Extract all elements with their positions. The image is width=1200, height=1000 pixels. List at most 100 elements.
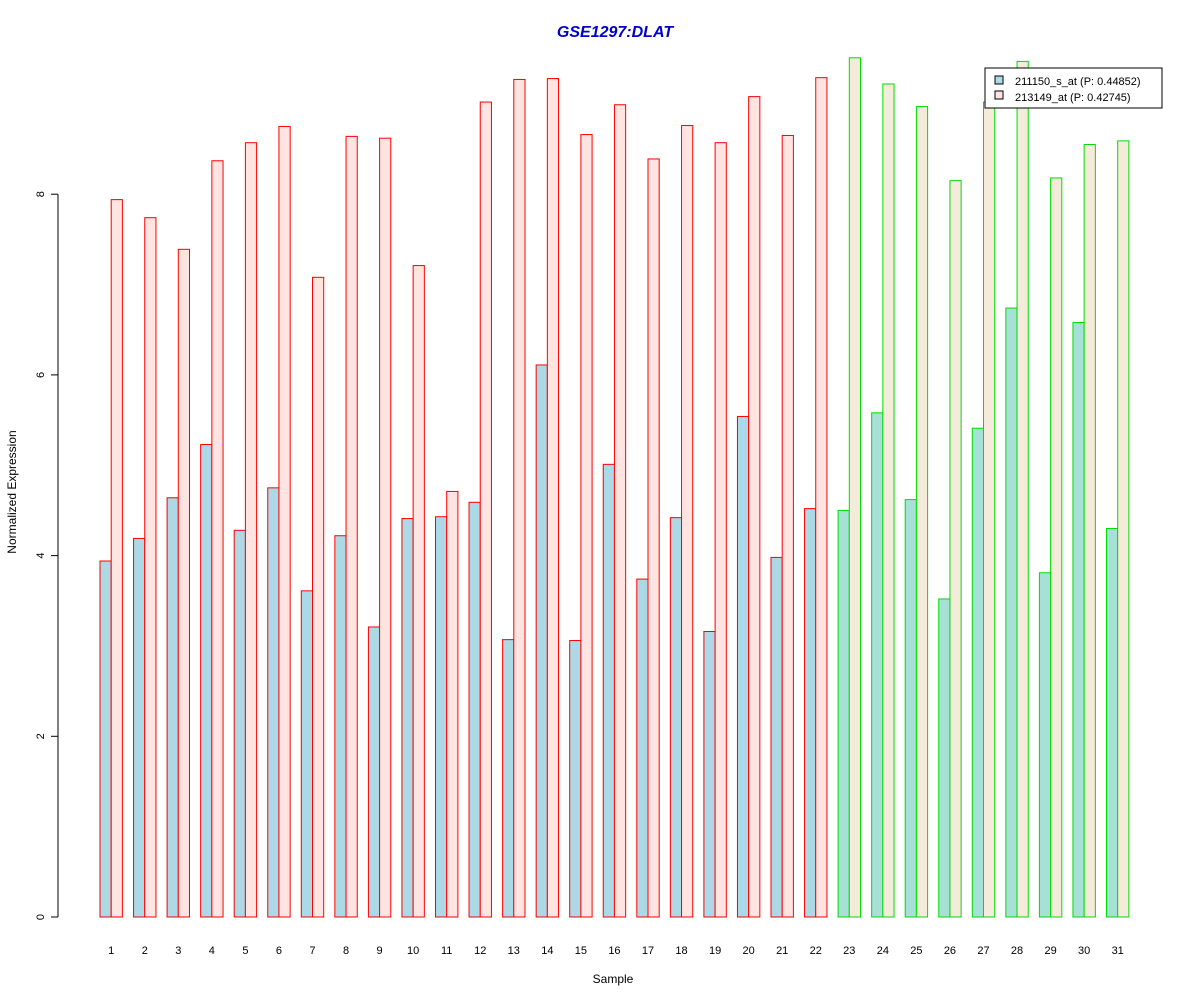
x-tick-label: 28 <box>1011 945 1023 957</box>
x-tick-label: 18 <box>675 945 687 957</box>
bar-series-2-sample-26 <box>949 180 962 918</box>
bar-series-2-sample-19 <box>714 142 727 918</box>
x-tick-label: 26 <box>944 945 956 957</box>
bar-series-2-sample-25 <box>915 106 929 918</box>
bar-series-1-sample-29 <box>1038 572 1052 918</box>
y-tick-label: 4 <box>35 553 47 559</box>
bar-series-2-sample-6 <box>278 125 291 918</box>
bar-series-1-sample-13 <box>502 639 515 918</box>
bar-series-1-sample-19 <box>703 630 716 918</box>
y-axis: 0 2 4 6 8 <box>35 191 59 920</box>
bar-series-1-sample-26 <box>938 598 951 918</box>
bar-series-1-sample-18 <box>669 517 683 918</box>
bar-series-2-sample-22 <box>815 77 828 918</box>
legend-label-series-2: 213149_at (P: 0.42745) <box>1015 92 1131 104</box>
bar-series-1-sample-14 <box>535 364 548 918</box>
bar-series-2-sample-7 <box>312 276 325 918</box>
y-tick-label: 6 <box>35 372 47 378</box>
bar-series-1-sample-2 <box>133 537 146 918</box>
x-tick-label: 11 <box>441 945 452 957</box>
x-tick-label: 4 <box>209 945 215 957</box>
bar-series-1-sample-1 <box>99 560 112 918</box>
bar-series-2-sample-16 <box>613 104 627 918</box>
bar-series-2-sample-2 <box>144 217 157 918</box>
bar-series-2-sample-10 <box>412 265 425 918</box>
x-tick-label: 29 <box>1044 945 1056 957</box>
bar-series-2-sample-4 <box>211 160 224 918</box>
x-tick-label: 23 <box>843 945 855 957</box>
bar-series-1-sample-10 <box>401 518 414 918</box>
x-tick-label: 10 <box>407 945 419 957</box>
x-tick-label: 2 <box>142 945 148 957</box>
bar-series-1-sample-9 <box>367 626 381 918</box>
y-tick-label: 0 <box>35 914 47 920</box>
x-axis-title: Sample <box>593 972 634 986</box>
bar-series-1-sample-21 <box>770 556 783 918</box>
x-tick-label: 14 <box>541 945 553 957</box>
bar-series-1-sample-30 <box>1072 321 1085 918</box>
x-tick-label: 1 <box>108 945 114 957</box>
bar-series-2-sample-11 <box>446 490 459 918</box>
bar-series-1-sample-24 <box>871 412 884 918</box>
bar-series-2-sample-12 <box>479 101 492 918</box>
bar-series-2-sample-17 <box>647 158 660 918</box>
x-tick-label: 25 <box>910 945 922 957</box>
x-tick-label: 8 <box>343 945 349 957</box>
legend-swatch-series-1 <box>994 75 1004 85</box>
bar-series-1-sample-5 <box>233 529 246 918</box>
bar-series-2-sample-8 <box>345 135 358 918</box>
bar-series-1-sample-20 <box>736 415 750 918</box>
legend-swatch-series-2 <box>994 90 1004 100</box>
x-tick-label: 16 <box>608 945 620 957</box>
x-tick-label: 30 <box>1078 945 1090 957</box>
bar-series-2-sample-28 <box>1016 60 1029 918</box>
bar-series-2-sample-29 <box>1050 177 1063 918</box>
legend-box <box>984 67 1163 109</box>
x-tick-label: 15 <box>575 945 587 957</box>
bar-series-2-sample-20 <box>748 96 761 918</box>
bar-series-1-sample-7 <box>300 590 313 918</box>
x-tick-label: 31 <box>1112 945 1124 957</box>
bar-series-2-sample-21 <box>781 134 794 918</box>
bar-series-2-sample-24 <box>882 83 895 918</box>
bar-series-2-sample-30 <box>1083 144 1096 918</box>
x-tick-label: 22 <box>810 945 822 957</box>
x-tick-label: 17 <box>642 945 654 957</box>
bar-series-2-sample-23 <box>848 57 861 918</box>
bar-series-2-sample-5 <box>244 142 258 918</box>
x-tick-label: 20 <box>743 945 755 957</box>
x-tick-label: 13 <box>508 945 520 957</box>
bar-series-1-sample-25 <box>904 499 917 918</box>
bar-series-1-sample-22 <box>804 508 817 918</box>
bar-series-1-sample-11 <box>435 516 448 918</box>
bar-group <box>99 57 1130 918</box>
x-tick-label: 27 <box>977 945 989 957</box>
bar-series-1-sample-31 <box>1106 527 1119 918</box>
y-tick-label: 2 <box>35 733 47 739</box>
bar-series-1-sample-4 <box>200 443 213 918</box>
x-tick-label: 9 <box>377 945 383 957</box>
bar-series-2-sample-9 <box>379 137 392 918</box>
bar-series-1-sample-17 <box>636 578 649 918</box>
x-axis-tick-labels: 1 2 3 4 5 6 7 8 9 10 11 12 13 14 15 16 17 18 19 20 21 22 23 24 2… <box>108 945 1124 957</box>
x-tick-label: 21 <box>776 945 788 957</box>
y-tick-label: 8 <box>35 191 47 197</box>
bar-series-2-sample-27 <box>983 101 996 918</box>
bar-series-2-sample-15 <box>580 134 593 918</box>
bar-series-2-sample-31 <box>1117 140 1130 918</box>
legend: 211150_s_at (P: 0.44852) 213149_at (P: 0… <box>984 67 1163 109</box>
bar-series-1-sample-6 <box>267 487 280 918</box>
bar-series-1-sample-16 <box>602 463 615 918</box>
bar-series-2-sample-14 <box>546 78 560 918</box>
x-tick-label: 12 <box>474 945 486 957</box>
bar-series-1-sample-27 <box>971 427 984 918</box>
bar-series-2-sample-18 <box>681 125 694 918</box>
bar-series-1-sample-12 <box>468 501 481 918</box>
bar-series-1-sample-28 <box>1005 307 1018 918</box>
bar-series-1-sample-15 <box>569 640 582 918</box>
chart-title: GSE1297:DLAT <box>557 24 674 41</box>
x-tick-label: 24 <box>877 945 889 957</box>
x-tick-label: 6 <box>276 945 282 957</box>
bar-series-1-sample-3 <box>166 497 179 918</box>
